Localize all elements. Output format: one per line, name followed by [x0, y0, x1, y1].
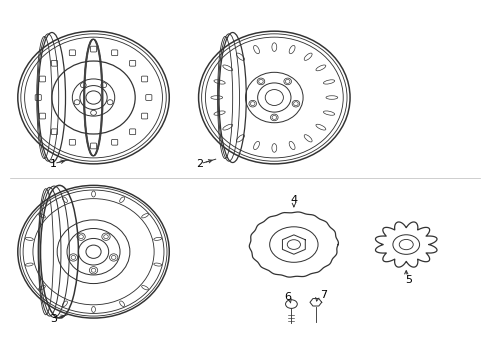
Text: 2: 2 [196, 159, 204, 169]
Text: 5: 5 [405, 275, 412, 285]
Text: 7: 7 [319, 290, 327, 300]
Text: 3: 3 [50, 314, 57, 324]
Text: 1: 1 [50, 159, 57, 169]
Text: 6: 6 [285, 292, 292, 302]
Text: 4: 4 [290, 195, 297, 205]
